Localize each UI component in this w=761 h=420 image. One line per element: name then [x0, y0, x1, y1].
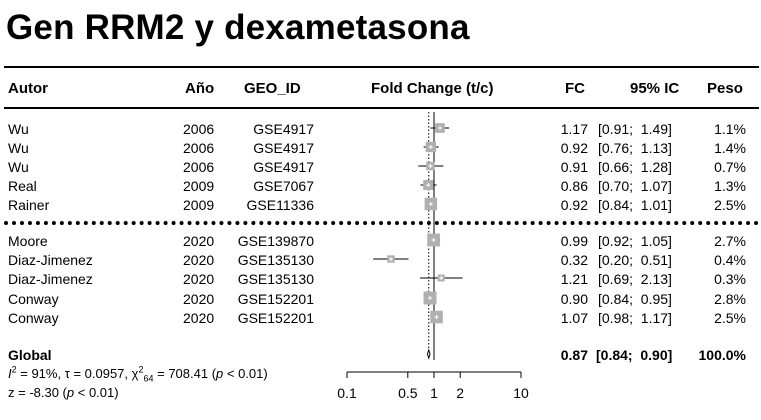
row-anio: 2020: [183, 252, 215, 268]
z-text: z = -8.30 (: [8, 385, 67, 400]
row-geo-id: GSE152201: [237, 291, 314, 307]
global-fc: 0.87: [560, 347, 588, 363]
header-autor: Autor: [8, 80, 48, 97]
row-peso: 2.8%: [714, 291, 746, 307]
x-axis-tick-label: 0.5: [398, 385, 418, 401]
global-label: Global: [8, 347, 52, 363]
row-peso: 1.4%: [714, 140, 746, 156]
row-geo-id: GSE4917: [253, 121, 314, 137]
row-fc: 0.91: [560, 159, 588, 175]
row-autor: Diaz-Jimenez: [8, 252, 93, 268]
row-ic: [0.70; 1.07]: [598, 178, 672, 194]
row-autor: Wu: [8, 159, 29, 175]
row-ic: [0.69; 2.13]: [598, 271, 672, 287]
header-fold-change: Fold Change (t/c): [371, 80, 494, 97]
row-anio: 2020: [183, 310, 215, 326]
row-anio: 2009: [183, 197, 215, 213]
header-peso: Peso: [707, 80, 743, 97]
row-anio: 2006: [183, 159, 215, 175]
heterogeneity-stats: I2 = 91%, τ = 0.0957, χ264 = 708.41 (p <…: [8, 364, 268, 384]
row-fc: 1.17: [560, 121, 588, 137]
row-ic: [0.20; 0.51]: [598, 252, 672, 268]
row-fc: 0.86: [560, 178, 588, 194]
header-bottom-rule: [4, 107, 759, 109]
row-fc: 1.21: [560, 271, 588, 287]
row-anio: 2009: [183, 178, 215, 194]
row-geo-id: GSE4917: [253, 140, 314, 156]
row-fc: 0.32: [560, 252, 588, 268]
i2-symbol: I: [8, 366, 12, 381]
i2-text: = 91%, τ = 0.0957, χ: [16, 366, 139, 381]
row-autor: Rainer: [8, 197, 50, 213]
row-ic: [0.92; 1.05]: [598, 233, 672, 249]
x-axis-tick-label: 2: [456, 385, 464, 401]
z-test-stats: z = -8.30 (p < 0.01): [8, 385, 119, 401]
row-peso: 2.7%: [714, 233, 746, 249]
row-autor: Real: [8, 178, 37, 194]
row-fc: 0.92: [560, 197, 588, 213]
header-fc: FC: [565, 80, 585, 97]
row-peso: 0.4%: [714, 252, 746, 268]
chi-sup: 2: [138, 364, 144, 375]
global-ic: [0.84; 0.90]: [596, 347, 673, 363]
x-axis-tick-label: 0.1: [337, 385, 357, 401]
row-geo-id: GSE152201: [237, 310, 314, 326]
i2-sup: 2: [11, 364, 17, 375]
row-ic: [0.84; 0.95]: [598, 291, 672, 307]
row-fc: 1.07: [560, 310, 588, 326]
row-anio: 2006: [183, 121, 215, 137]
row-peso: 0.3%: [714, 271, 746, 287]
row-geo-id: GSE135130: [237, 252, 314, 268]
p-text: < 0.01): [223, 366, 268, 381]
page-title: Gen RRM2 y dexametasona: [6, 8, 470, 47]
header-anio: Año: [185, 80, 215, 97]
row-peso: 2.5%: [714, 310, 746, 326]
z-p-text: < 0.01): [74, 385, 119, 400]
row-fc: 0.92: [560, 140, 588, 156]
row-autor: Moore: [8, 233, 48, 249]
row-ic: [0.66; 1.28]: [598, 159, 672, 175]
header-ic: 95% IC: [630, 80, 680, 97]
row-geo-id: GSE135130: [237, 271, 314, 287]
row-autor: Conway: [8, 291, 59, 307]
row-autor: Wu: [8, 140, 29, 156]
row-autor: Wu: [8, 121, 29, 137]
row-autor: Diaz-Jimenez: [8, 271, 93, 287]
row-ic: [0.84; 1.01]: [598, 197, 672, 213]
row-fc: 0.90: [560, 291, 588, 307]
row-geo-id: GSE139870: [237, 233, 314, 249]
row-peso: 1.1%: [714, 121, 746, 137]
header-top-rule: [4, 66, 759, 68]
row-peso: 2.5%: [714, 197, 746, 213]
global-peso: 100.0%: [698, 347, 746, 363]
row-geo-id: GSE11336: [246, 197, 314, 213]
chi-text: = 708.41 (: [153, 366, 217, 381]
group-separator: [4, 221, 759, 225]
row-anio: 2020: [183, 291, 215, 307]
row-geo-id: GSE4917: [253, 159, 314, 175]
row-anio: 2006: [183, 140, 215, 156]
row-peso: 0.7%: [714, 159, 746, 175]
z-p-label: p: [66, 385, 75, 400]
chi-sub: 64: [143, 373, 154, 384]
row-ic: [0.76; 1.13]: [598, 140, 672, 156]
row-autor: Conway: [8, 310, 59, 326]
p-label: p: [216, 366, 224, 381]
row-ic: [0.98; 1.17]: [598, 310, 672, 326]
row-peso: 1.3%: [714, 178, 746, 194]
row-anio: 2020: [183, 233, 215, 249]
pooled-diamond: [426, 348, 431, 360]
row-fc: 0.99: [560, 233, 588, 249]
x-axis-tick-label: 1: [430, 385, 438, 401]
header-geo-id: GEO_ID: [244, 80, 301, 97]
row-anio: 2020: [183, 271, 215, 287]
x-axis-tick-label: 10: [513, 385, 529, 401]
row-geo-id: GSE7067: [253, 178, 314, 194]
row-ic: [0.91; 1.49]: [598, 121, 672, 137]
